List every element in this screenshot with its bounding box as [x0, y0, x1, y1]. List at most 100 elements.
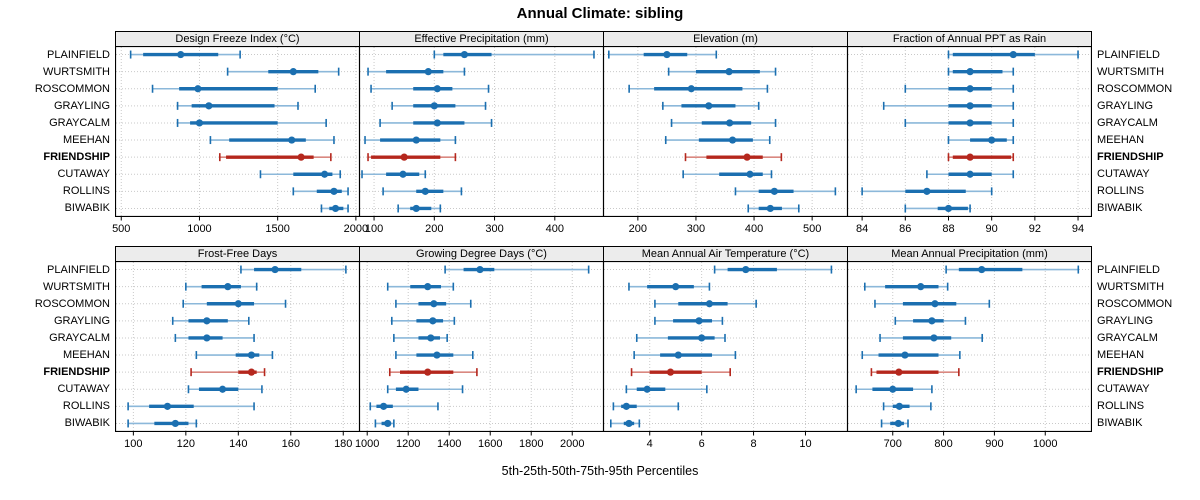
median-dot	[643, 385, 651, 393]
axis-tick-label: 86	[899, 223, 912, 235]
panel-plot	[603, 46, 848, 217]
x-axis	[637, 216, 813, 221]
axis-tick-label: 1000	[187, 223, 212, 235]
axis-tick-label: 400	[545, 223, 564, 235]
axis-tick-label: 800	[934, 438, 953, 450]
site-label-right: WURTSMITH	[1097, 280, 1165, 293]
panel-header: Mean Annual Air Temperature (°C)	[603, 246, 848, 262]
panel-border	[847, 46, 1092, 217]
site-label-left: PLAINFIELD	[47, 48, 110, 61]
axis-tick-label: 8	[750, 438, 757, 450]
median-dot	[421, 187, 429, 195]
site-label-right: WURTSMITH	[1097, 65, 1165, 78]
median-dot	[743, 153, 751, 161]
axis-tick-label: 1400	[436, 438, 462, 450]
panel-plot	[847, 46, 1092, 217]
median-dot	[247, 351, 256, 359]
median-dot	[433, 119, 441, 127]
site-label-right: ROLLINS	[1097, 400, 1145, 413]
axis-tick-label: 500	[112, 223, 131, 235]
site-label-right: ROLLINS	[1097, 185, 1145, 198]
median-dot	[205, 102, 213, 110]
site-label-right: PLAINFIELD	[1097, 48, 1160, 61]
panel-border	[847, 261, 1092, 432]
site-label-left: ROLLINS	[62, 185, 110, 198]
axis-tick-label: 1000	[354, 438, 380, 450]
axis-tick-label: 1600	[477, 438, 503, 450]
site-label-left: WURTSMITH	[42, 65, 110, 78]
site-label-left: WURTSMITH	[42, 280, 110, 293]
median-dot	[429, 317, 437, 325]
median-dot	[930, 334, 938, 342]
median-dot	[966, 102, 974, 110]
x-axis	[132, 431, 344, 436]
site-label-left: GRAYLING	[53, 314, 110, 327]
median-dot	[889, 385, 897, 393]
site-label-left: BIWABIK	[64, 417, 110, 430]
median-dot	[978, 265, 986, 274]
median-dot	[895, 368, 903, 376]
site-label-right: FRIENDSHIP	[1097, 366, 1164, 379]
median-dot	[928, 317, 936, 325]
site-label-right: GRAYCALM	[1097, 331, 1158, 344]
median-dot	[663, 50, 671, 59]
site-label-right: GRAYCALM	[1097, 116, 1158, 129]
site-label-right: CUTAWAY	[1097, 168, 1150, 181]
median-dot	[674, 351, 682, 359]
median-dot	[944, 204, 953, 213]
site-label-left: MEEHAN	[62, 349, 110, 362]
median-dot	[770, 187, 778, 195]
median-dot	[195, 119, 204, 127]
panel-header: Growing Degree Days (°C)	[359, 246, 604, 262]
median-dot	[966, 68, 974, 76]
median-dot	[966, 119, 974, 127]
panel-plot	[603, 261, 848, 432]
site-label-right: GRAYLING	[1097, 314, 1154, 327]
median-dot	[330, 187, 338, 195]
site-label-right: PLAINFIELD	[1097, 263, 1160, 276]
median-dot	[171, 419, 179, 428]
median-dot	[320, 170, 329, 178]
median-dot	[297, 153, 305, 161]
panel-plot	[115, 261, 360, 432]
median-dot	[966, 153, 974, 161]
median-dot	[966, 170, 974, 178]
site-label-left: CUTAWAY	[57, 383, 110, 396]
median-dot	[203, 334, 211, 342]
median-dot	[433, 351, 441, 359]
median-dot	[384, 419, 392, 428]
median-dot	[895, 402, 903, 410]
axis-tick-label: 10	[799, 438, 812, 450]
median-dot	[424, 68, 432, 76]
panel-plot	[115, 46, 360, 217]
median-dot	[194, 85, 202, 93]
median-dot	[931, 300, 939, 308]
axis-tick-label: 90	[985, 223, 998, 235]
axis-tick-label: 180	[334, 438, 353, 450]
median-dot	[687, 85, 695, 93]
median-dot	[766, 204, 774, 213]
panel-header: Elevation (m)	[603, 31, 848, 47]
axis-tick-label: 84	[855, 223, 869, 235]
site-label-left: ROSCOMMON	[34, 82, 110, 95]
median-dot	[923, 187, 931, 195]
axis-tick-label: 1800	[518, 438, 544, 450]
x-axis	[366, 431, 573, 436]
axis-tick-label: 2000	[559, 438, 585, 450]
axis-tick-label: 400	[744, 223, 764, 235]
median-dot	[988, 136, 996, 144]
site-label-right: ROSCOMMON	[1097, 82, 1173, 95]
axis-tick-label: 100	[124, 438, 143, 450]
site-label-left: GRAYCALM	[49, 116, 110, 129]
axis-tick-label: 120	[176, 438, 195, 450]
median-dot	[728, 136, 737, 144]
median-dot	[742, 265, 750, 274]
median-dot	[460, 50, 469, 59]
site-label-right: FRIENDSHIP	[1097, 151, 1164, 164]
median-dot	[412, 136, 420, 144]
axis-tick-label: 300	[686, 223, 706, 235]
median-dot	[424, 368, 432, 376]
median-dot	[666, 368, 675, 376]
median-dot	[966, 85, 974, 93]
